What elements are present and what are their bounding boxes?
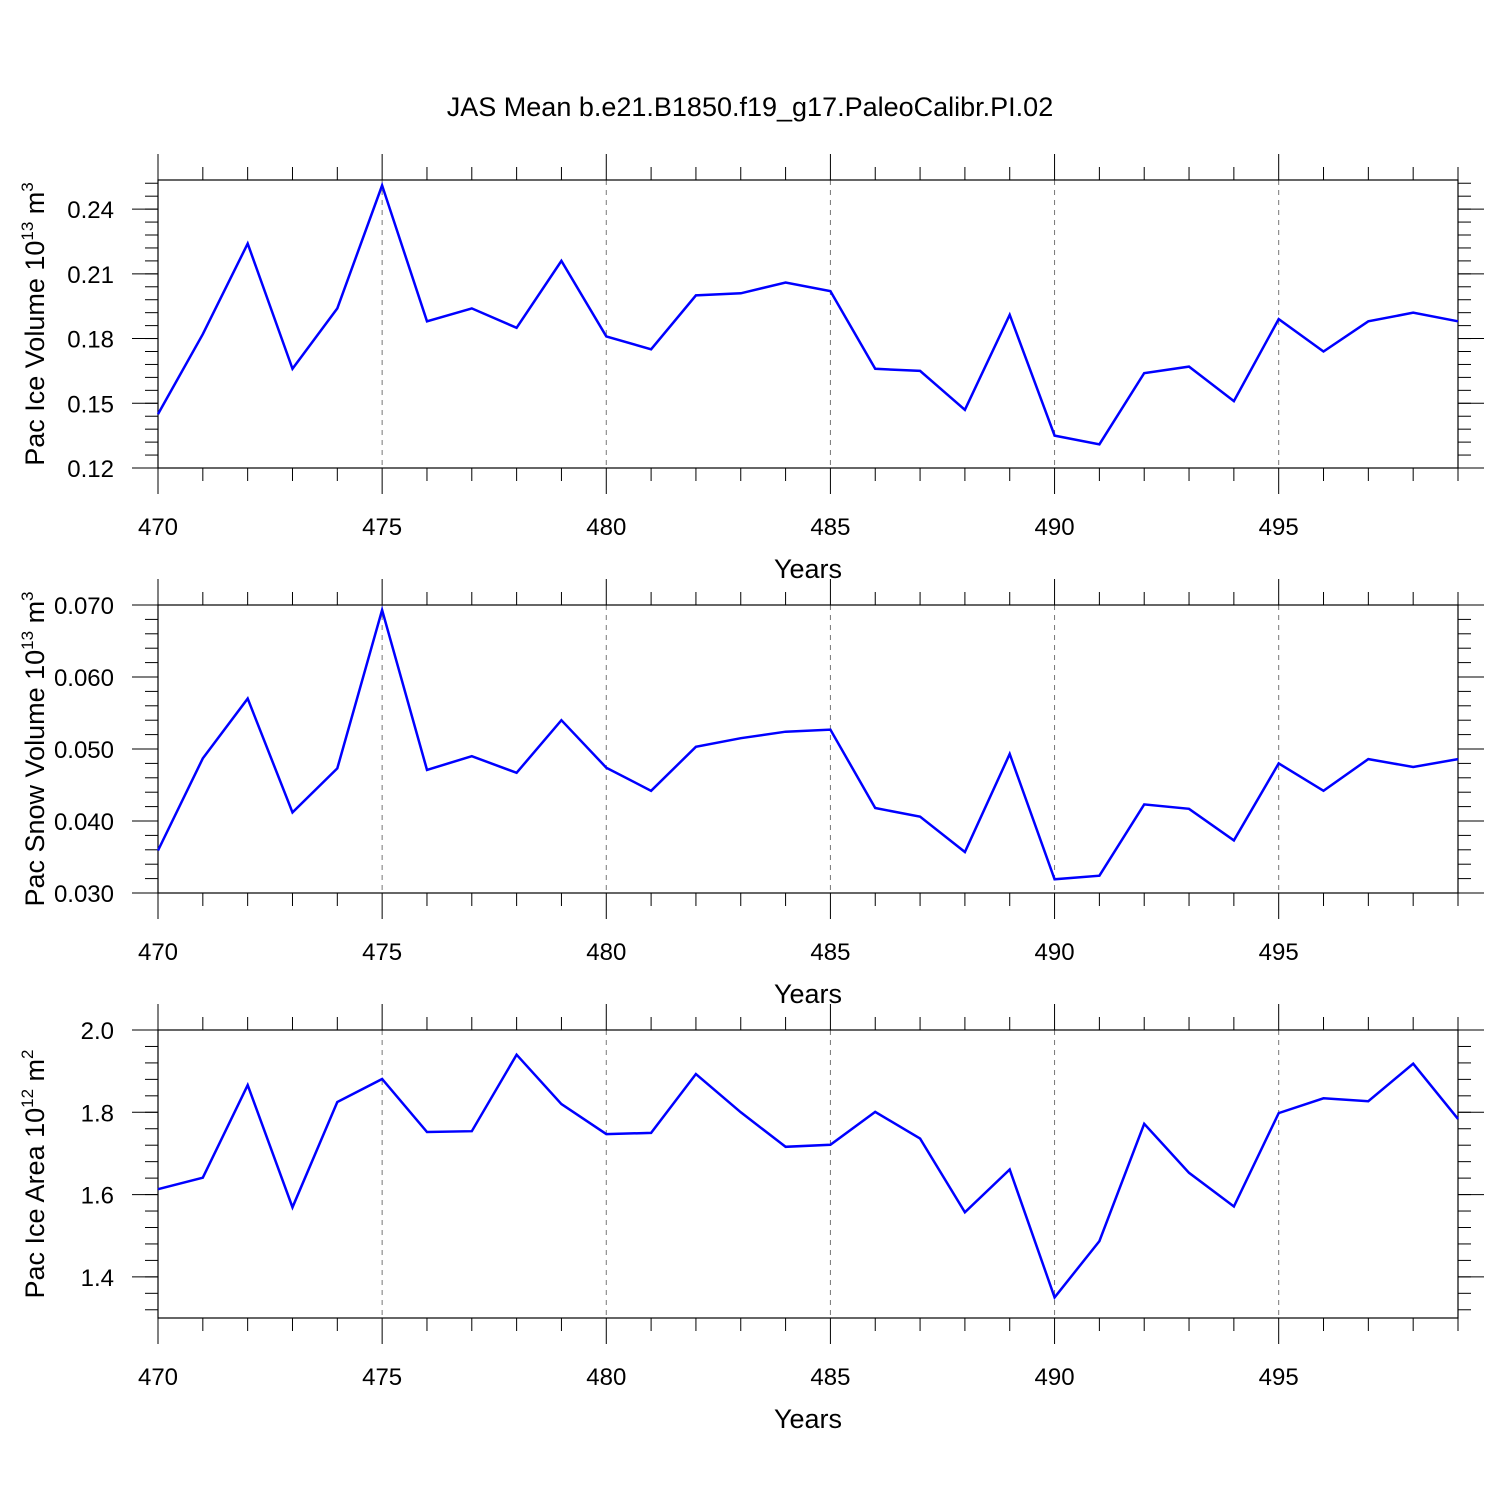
x-axis-title: Years xyxy=(774,979,842,1009)
y-axis-title-unit-exponent: 2 xyxy=(18,1049,37,1058)
y-axis-title-unit-exponent: 3 xyxy=(18,182,37,191)
x-tick-label: 480 xyxy=(586,1364,626,1391)
y-tick-label: 0.070 xyxy=(54,593,114,620)
y-axis-title-unit: m xyxy=(20,1059,50,1089)
y-tick-label: 0.15 xyxy=(67,391,114,418)
y-tick-label: 0.050 xyxy=(54,737,114,764)
y-axis-title-exponent: 12 xyxy=(18,1089,37,1108)
y-axis-title-text: Pac Ice Volume 10 xyxy=(20,241,50,466)
x-axis-title: Years xyxy=(774,1404,842,1434)
plot-frame xyxy=(157,604,1459,894)
y-axis-title-exponent: 13 xyxy=(18,631,37,650)
x-tick-label: 485 xyxy=(810,514,850,541)
y-tick-label: 0.18 xyxy=(67,327,114,354)
series-line xyxy=(157,1052,1459,1300)
y-tick-label: 0.24 xyxy=(67,197,114,224)
y-tick-label: 0.21 xyxy=(67,262,114,289)
x-tick-label: 470 xyxy=(138,514,178,541)
y-axis-title-unit: m xyxy=(20,192,50,222)
x-axis-title: Years xyxy=(774,554,842,584)
x-tick-label: 485 xyxy=(810,939,850,966)
y-axis-title-text: Pac Snow Volume 10 xyxy=(20,650,50,907)
y-axis-title: Pac Ice Volume 1013 m3 xyxy=(18,182,50,466)
x-tick-label: 485 xyxy=(810,1364,850,1391)
x-tick-label: 495 xyxy=(1259,1364,1299,1391)
x-tick-label: 475 xyxy=(362,1364,402,1391)
x-tick-label: 490 xyxy=(1035,939,1075,966)
y-axis-title: Pac Ice Area 1012 m2 xyxy=(18,1049,50,1298)
x-tick-label: 480 xyxy=(586,939,626,966)
y-axis-title: Pac Snow Volume 1013 m3 xyxy=(18,591,50,906)
chart-panel-2: 0.030 0.040 0.050 0.060 0.070 470 475 480 485 490… xyxy=(18,579,1484,1009)
y-tick-label: 1.6 xyxy=(81,1183,114,1210)
x-tick-label: 480 xyxy=(586,514,626,541)
y-axis-title-unit: m xyxy=(20,601,50,631)
chart-title: JAS Mean b.e21.B1850.f19_g17.PaleoCalibr… xyxy=(447,92,1053,122)
x-tick-label: 495 xyxy=(1259,939,1299,966)
y-tick-label: 2.0 xyxy=(81,1018,114,1045)
plot-frame xyxy=(157,1029,1459,1319)
y-axis-title-text: Pac Ice Area 10 xyxy=(20,1108,50,1299)
y-tick-label: 0.030 xyxy=(54,881,114,908)
x-tick-label: 470 xyxy=(138,1364,178,1391)
x-tick-label: 475 xyxy=(362,514,402,541)
y-tick-label: 1.8 xyxy=(81,1100,114,1127)
y-tick-label: 1.4 xyxy=(81,1265,114,1292)
chart-panel-3: 1.4 1.6 1.8 2.0 470 475 480 485 490 495 Years Pac I… xyxy=(18,1004,1484,1434)
x-tick-label: 470 xyxy=(138,939,178,966)
plot-frame xyxy=(157,179,1459,469)
x-tick-label: 495 xyxy=(1259,514,1299,541)
chart-panel-1: 0.12 0.15 0.18 0.21 0.24 470 475 480 485 490 495 Ye… xyxy=(18,154,1484,584)
series-line xyxy=(156,605,1459,881)
y-tick-label: 0.060 xyxy=(54,665,114,692)
x-tick-label: 490 xyxy=(1035,514,1075,541)
x-tick-label: 475 xyxy=(362,939,402,966)
x-tick-label: 490 xyxy=(1035,1364,1075,1391)
y-axis-title-unit-exponent: 3 xyxy=(18,591,37,600)
y-axis-title-exponent: 13 xyxy=(18,222,37,241)
series-line xyxy=(156,181,1459,446)
y-tick-label: 0.12 xyxy=(67,456,114,483)
y-tick-label: 0.040 xyxy=(54,809,114,836)
